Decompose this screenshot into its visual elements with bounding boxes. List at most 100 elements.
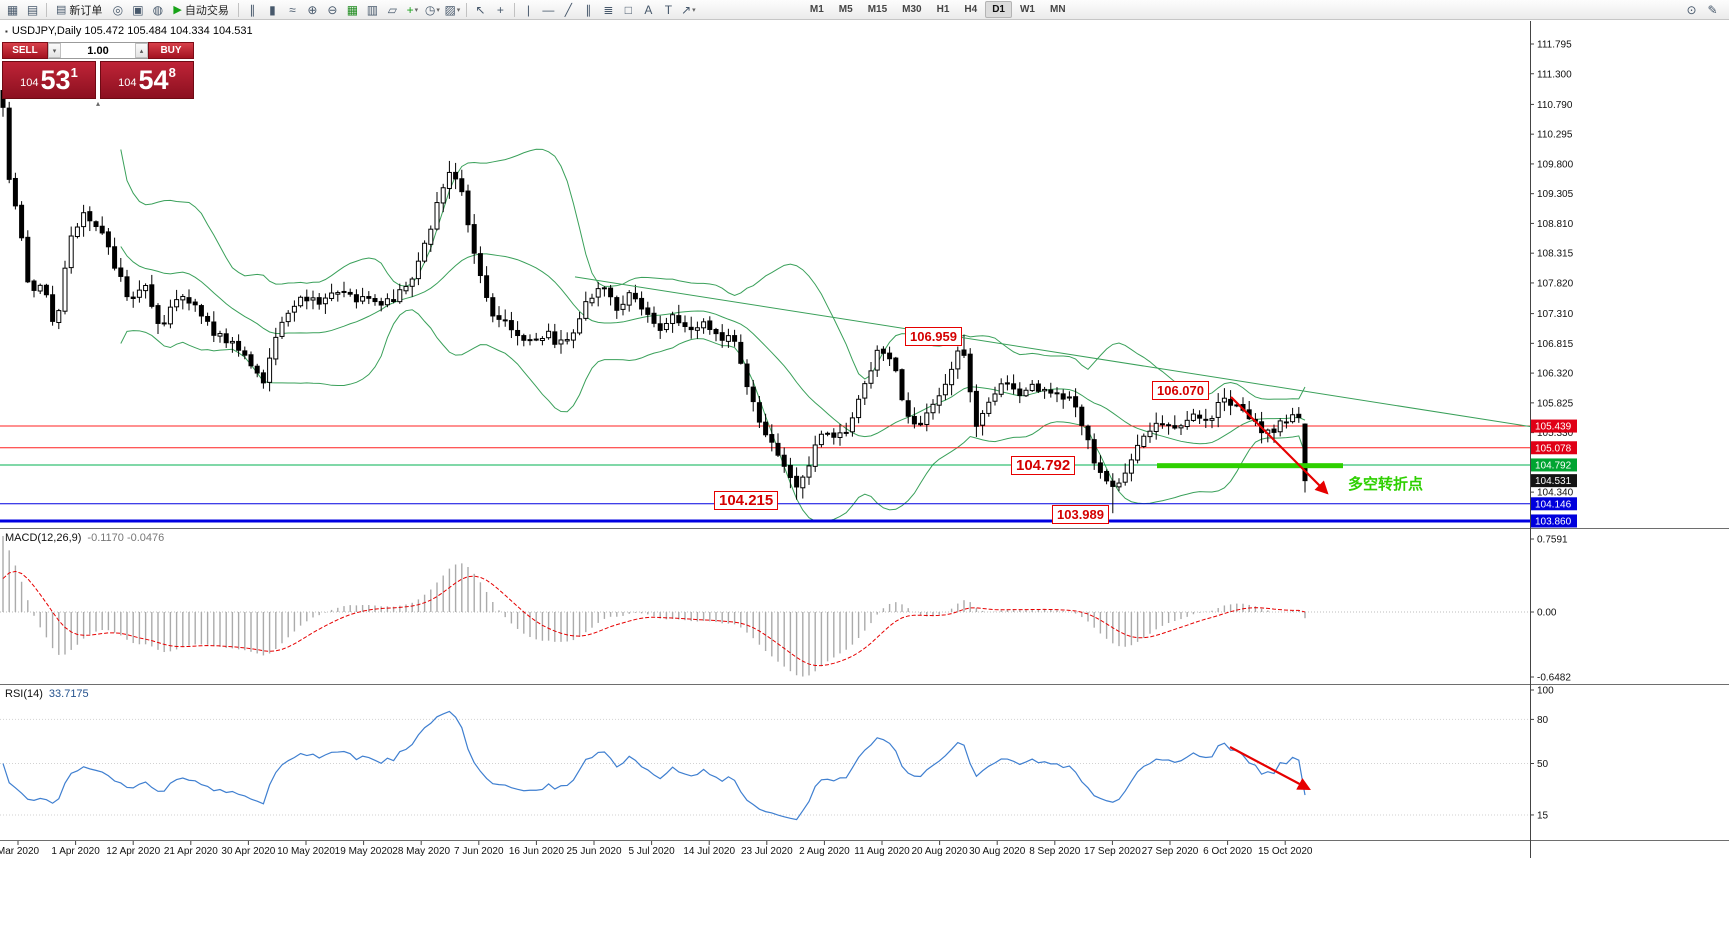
shapes-icon-glyph: □ (624, 2, 632, 17)
add-indicator-icon-glyph: + (406, 2, 414, 17)
line-chart-mode-icon[interactable]: ≈ (283, 1, 302, 18)
horizontal-line-icon[interactable]: — (539, 1, 558, 18)
timeframe-m1-button[interactable]: M1 (809, 4, 824, 15)
autotrading-button-label: 自动交易 (184, 4, 229, 17)
rsi-name: RSI(14) (5, 688, 43, 700)
ask-price-display[interactable]: 104 54 8 (100, 61, 194, 99)
main-toolbar: ▦ ▤ ▤ 新订单 ◎ ▣ ◍ ▶ 自动交易 ∥ ▮ ≈ ⊕ ⊖ ▦ ▥ ▱ + ▾ ◷ ▾ ▨ ▾ ↖ + | — ╱ ∥ ≣ □ A T ↗ ▾… (0, 0, 1729, 20)
text-icon[interactable]: A (639, 1, 658, 18)
timeframe-m5-button[interactable]: M5 (838, 4, 853, 15)
svg-text:106.320: 106.320 (1537, 369, 1574, 380)
channel-icon-glyph: ∥ (585, 2, 592, 17)
svg-text:16 Jun 2020: 16 Jun 2020 (509, 846, 564, 857)
templates-icon[interactable]: ▨ ▾ (443, 1, 462, 18)
price-axis[interactable]: 111.795 111.300 110.790 110.295 109.800 109.3… (1530, 40, 1577, 529)
symbol-icon: ▪ (5, 26, 8, 36)
bar-chart-mode-icon[interactable]: ∥ (243, 1, 262, 18)
timeframe-m30-button[interactable]: M30 (902, 4, 922, 15)
mql5-community-icon[interactable]: ◎ (108, 1, 127, 18)
label-icon[interactable]: T (659, 1, 678, 18)
timeframe-h1-button[interactable]: H1 (936, 4, 950, 15)
arrows-icon[interactable]: ↗ ▾ (679, 1, 698, 18)
tile-windows-icon[interactable]: ▦ (343, 1, 362, 18)
market-icon[interactable]: ▣ (128, 1, 147, 18)
help-icon-glyph: ◍ (152, 2, 164, 17)
trendline-icon[interactable]: ╱ (559, 1, 578, 18)
bid-price-display[interactable]: 104 53 1 (2, 61, 96, 99)
svg-text:15: 15 (1537, 810, 1549, 821)
periods-icon-glyph: ◷ (424, 2, 436, 17)
trend-arrows-layer[interactable] (1229, 396, 1329, 791)
templates-icon-dropdown[interactable]: ▾ (456, 6, 461, 14)
timeframe-mn-button[interactable]: MN (1049, 4, 1066, 15)
volume-decrease-button[interactable]: ▾ (48, 43, 61, 58)
svg-text:110.790: 110.790 (1537, 100, 1573, 111)
fibonacci-icon[interactable]: ≣ (599, 1, 618, 18)
cascade-windows-icon[interactable]: ▱ (383, 1, 402, 18)
help-icon[interactable]: ◍ (148, 1, 167, 18)
vertical-line-icon[interactable]: | (519, 1, 538, 18)
cursor-icon[interactable]: ↖ (471, 1, 490, 18)
svg-text:104.146: 104.146 (1535, 499, 1572, 510)
candlestick-mode-icon[interactable]: ▮ (263, 1, 282, 18)
horizontal-levels-layer[interactable] (0, 425, 1530, 523)
timeframe-h4-button[interactable]: H4 (964, 4, 978, 15)
turning-point-annotation[interactable]: 多空转折点 (1348, 476, 1424, 493)
add-indicator-icon[interactable]: + ▾ (403, 1, 422, 18)
autotrading-button-icon: ▶ (173, 4, 182, 16)
svg-text:111.795: 111.795 (1537, 40, 1572, 51)
vertical-line-icon-glyph: | (526, 2, 530, 17)
arrange-windows-icon[interactable]: ▥ (363, 1, 382, 18)
svg-text:109.800: 109.800 (1537, 159, 1574, 170)
ask-big-digits: 54 (138, 65, 169, 95)
svg-text:23 Jul 2020: 23 Jul 2020 (741, 846, 793, 857)
periods-icon-dropdown[interactable]: ▾ (436, 6, 440, 14)
svg-text:104.792: 104.792 (1535, 460, 1572, 471)
bid-pipette: 1 (70, 65, 78, 80)
toolbar-separator (513, 2, 515, 17)
svg-text:-0.6482: -0.6482 (1537, 673, 1571, 684)
chart-window-icon[interactable]: ▦ (3, 1, 22, 18)
svg-text:0.00: 0.00 (1537, 608, 1557, 619)
buy-button[interactable]: BUY (148, 42, 194, 59)
volume-control: ▾ 1.00 ▴ (48, 42, 148, 59)
volume-input[interactable]: 1.00 (87, 44, 109, 57)
arrows-icon-dropdown[interactable]: ▾ (692, 6, 696, 14)
volume-increase-button[interactable]: ▴ (135, 43, 148, 58)
zoom-out-icon[interactable]: ⊖ (323, 1, 342, 18)
svg-text:107.310: 107.310 (1537, 309, 1574, 320)
crosshair-icon[interactable]: + (491, 1, 510, 18)
svg-text:104.340: 104.340 (1537, 488, 1574, 499)
svg-text:19 May 2020: 19 May 2020 (335, 846, 393, 857)
new-order-button[interactable]: ▤ 新订单 (51, 1, 107, 18)
channel-icon[interactable]: ∥ (579, 1, 598, 18)
tile-windows-icon-glyph: ▦ (346, 2, 359, 17)
ask-prefix: 104 (118, 77, 137, 89)
profile-window-icon[interactable]: ▤ (23, 1, 42, 18)
time-axis[interactable]: Mar 2020 1 Apr 2020 12 Apr 2020 21 Apr 2020… (0, 841, 1313, 857)
svg-text:12 Apr 2020: 12 Apr 2020 (106, 846, 160, 857)
timeframe-d1-button[interactable]: D1 (985, 1, 1012, 18)
search-icon[interactable]: ⊙ (1686, 2, 1697, 17)
timeframe-w1-button[interactable]: W1 (1019, 4, 1035, 15)
add-indicator-icon-dropdown[interactable]: ▾ (414, 6, 419, 14)
rsi-axis[interactable]: 100 80 50 15 (1530, 686, 1554, 822)
svg-text:109.305: 109.305 (1537, 189, 1574, 200)
shapes-icon[interactable]: □ (619, 1, 638, 18)
panel-collapse-arrow[interactable]: ▴ (95, 99, 100, 108)
descending-trendline[interactable] (574, 276, 1542, 428)
panel-chrome[interactable] (0, 21, 1729, 858)
support-segment[interactable] (1157, 463, 1343, 469)
autotrading-button[interactable]: ▶ 自动交易 (168, 1, 233, 18)
sell-button[interactable]: SELL (2, 42, 48, 59)
periods-icon[interactable]: ◷ ▾ (423, 1, 442, 18)
macd-indicator-label: MACD(12,26,9) -0.1170 -0.0476 (5, 532, 164, 544)
edit-icon[interactable]: ✎ (1707, 2, 1718, 17)
svg-text:17 Sep 2020: 17 Sep 2020 (1084, 846, 1141, 857)
price-tag: 103.860 (1531, 514, 1577, 528)
timeframe-m15-button[interactable]: M15 (867, 4, 888, 15)
label-icon-glyph: T (664, 2, 673, 17)
zoom-in-icon[interactable]: ⊕ (303, 1, 322, 18)
macd-axis[interactable]: 0.7591 0.00 -0.6482 (1530, 535, 1571, 684)
